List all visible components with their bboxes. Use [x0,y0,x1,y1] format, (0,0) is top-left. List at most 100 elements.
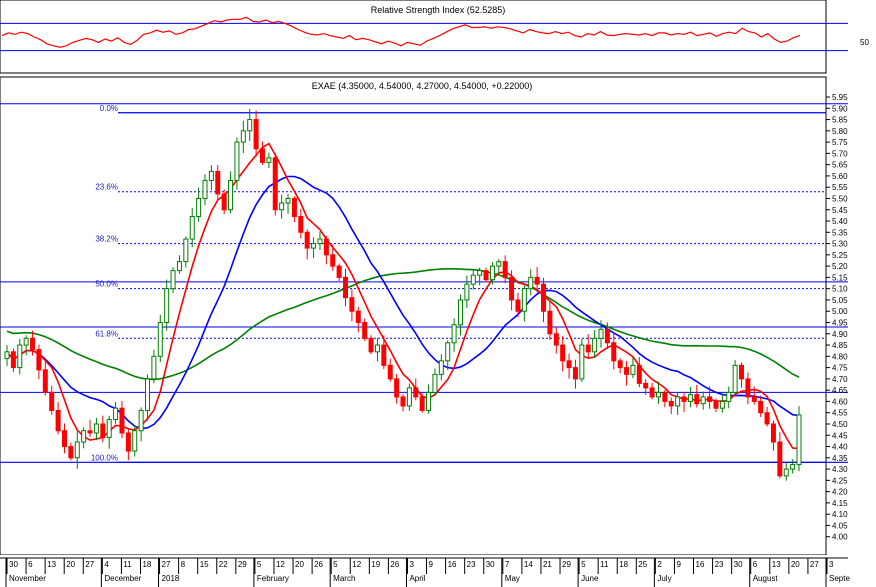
candle-body-up [183,238,189,263]
candle [694,384,700,408]
date-day-label: 7 [505,560,510,569]
candle [355,306,361,333]
candle [311,237,317,259]
candle-body-down [362,322,368,339]
candle-body-up [196,197,202,218]
candle [36,344,42,380]
candle [541,277,547,323]
candle-body-up [228,179,234,211]
price-tick-label: 4.35 [832,454,848,463]
candle [406,383,412,411]
candle-body-up [426,391,432,411]
candle [176,255,182,274]
candle [240,120,246,154]
candle [125,429,131,461]
candle-body-up [719,400,725,409]
candle [502,255,508,284]
candle [189,208,195,248]
candle-body-down [343,276,349,299]
candle-body-down [42,369,48,393]
channel-lines [0,103,848,393]
candle [170,267,176,293]
candle [93,417,99,441]
date-day-label: 12 [352,560,361,569]
candle-body-up [157,322,163,357]
date-month-label: November [9,574,46,583]
candle [215,165,221,201]
candle [521,285,527,322]
candle [668,397,674,415]
candle-body-up [470,274,476,285]
date-day-label: 23 [715,560,724,569]
date-month-label: 2018 [162,574,180,583]
candle [783,461,789,481]
candle [464,275,470,308]
price-axis: 5.95 5.90 5.85 5.80 5.75 5.70 5.65 5.60 5.55 5.50… [826,93,848,542]
date-day-label: 9 [676,560,681,569]
candle-body-up [311,243,317,249]
date-day-label: 3 [829,560,834,569]
price-tick-label: 5.70 [832,149,848,158]
price-tick-label: 4.45 [832,431,848,440]
candle-body-up [202,179,208,199]
candle-body-down [751,396,757,402]
date-month-label: March [333,574,355,583]
price-tick-label: 5.10 [832,285,848,294]
candle-body-up [234,141,240,181]
candle [362,318,368,341]
candle [745,372,751,405]
candle-body-down [272,157,278,211]
candle [145,374,151,421]
candle [42,361,48,396]
date-month-label: April [409,574,425,583]
candle-body-up [106,418,112,439]
candle-body-up [528,276,534,290]
candle-body-down [572,367,578,380]
price-tick-label: 5.55 [832,183,848,192]
candle [387,358,393,382]
candle [113,401,119,424]
candle [572,359,578,389]
candle-body-up [317,238,323,245]
candle-body-down [330,254,336,267]
candle-body-down [215,170,221,195]
date-day-label: 22 [219,560,228,569]
candle-body-down [368,337,374,353]
date-day-label: 13 [47,560,56,569]
candle [624,361,630,386]
price-tick-label: 5.45 [832,206,848,215]
price-tick-label: 5.05 [832,296,848,305]
candle [719,394,725,413]
candle-body-up [170,270,176,290]
candle-body-up [81,430,87,443]
price-tick-label: 5.85 [832,116,848,125]
candle-body-down [36,349,42,371]
date-day-label: 5 [581,560,586,569]
candle [687,387,693,408]
date-day-label: 11 [600,560,609,569]
candle-body-up [477,270,483,276]
candle-body-up [240,130,246,143]
candle [374,337,380,362]
date-day-label: 25 [638,560,647,569]
price-tick-label: 4.60 [832,397,848,406]
date-day-label: 3 [409,560,414,569]
candle-body-down [681,396,687,402]
price-title: EXAE (4.35000, 4.54000, 4.27000, 4.54000… [312,81,532,91]
price-tick-label: 5.95 [832,93,848,102]
candle [336,263,342,282]
candle-body-down [764,412,770,425]
candle-body-down [413,387,419,398]
candle-body-up [189,216,195,240]
candle-body-up [451,324,457,344]
candle-body-down [10,351,16,369]
date-day-label: 2 [657,560,662,569]
candle-body-up [675,396,681,407]
candle-body-up [598,328,604,339]
candle [426,384,432,414]
date-month-label: May [505,574,520,583]
candle-body-down [387,364,393,380]
fib-level-label: 0.0% [100,104,118,113]
date-day-label: 13 [772,560,781,569]
